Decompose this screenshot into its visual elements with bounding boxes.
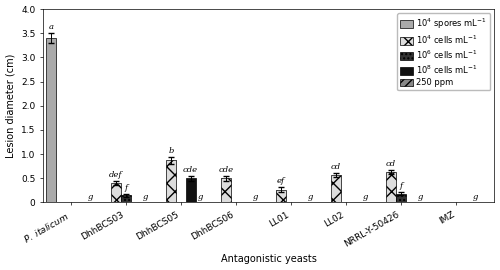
Bar xyxy=(276,190,286,202)
Text: cd: cd xyxy=(331,163,341,171)
Text: g: g xyxy=(198,193,203,201)
Bar xyxy=(331,175,341,202)
Text: ef: ef xyxy=(277,177,285,185)
Bar xyxy=(186,178,196,202)
Text: def: def xyxy=(109,171,122,179)
Text: g: g xyxy=(253,193,258,201)
Text: cd: cd xyxy=(386,160,396,168)
Text: b: b xyxy=(168,147,173,155)
X-axis label: Antagonistic yeasts: Antagonistic yeasts xyxy=(221,254,316,264)
Bar xyxy=(386,172,396,202)
Text: g: g xyxy=(418,193,424,201)
Text: g: g xyxy=(363,193,368,201)
Text: g: g xyxy=(473,193,478,201)
Bar xyxy=(111,183,120,202)
Text: cde: cde xyxy=(218,166,234,174)
Text: g: g xyxy=(88,193,93,201)
Bar xyxy=(221,178,231,202)
Y-axis label: Lesion diameter (cm): Lesion diameter (cm) xyxy=(6,53,16,158)
Bar xyxy=(166,160,176,202)
Bar xyxy=(46,38,56,202)
Text: g: g xyxy=(143,193,148,201)
Bar xyxy=(396,194,406,202)
Legend: 10$^4$ spores mL$^{-1}$, 10$^4$ cells mL$^{-1}$, 10$^6$ cells mL$^{-1}$, 10$^8$ : 10$^4$ spores mL$^{-1}$, 10$^4$ cells mL… xyxy=(397,13,490,90)
Bar xyxy=(120,195,130,202)
Text: cde: cde xyxy=(183,166,198,174)
Text: a: a xyxy=(48,23,54,31)
Text: f: f xyxy=(124,184,127,192)
Text: g: g xyxy=(308,193,313,201)
Text: f: f xyxy=(400,182,402,190)
